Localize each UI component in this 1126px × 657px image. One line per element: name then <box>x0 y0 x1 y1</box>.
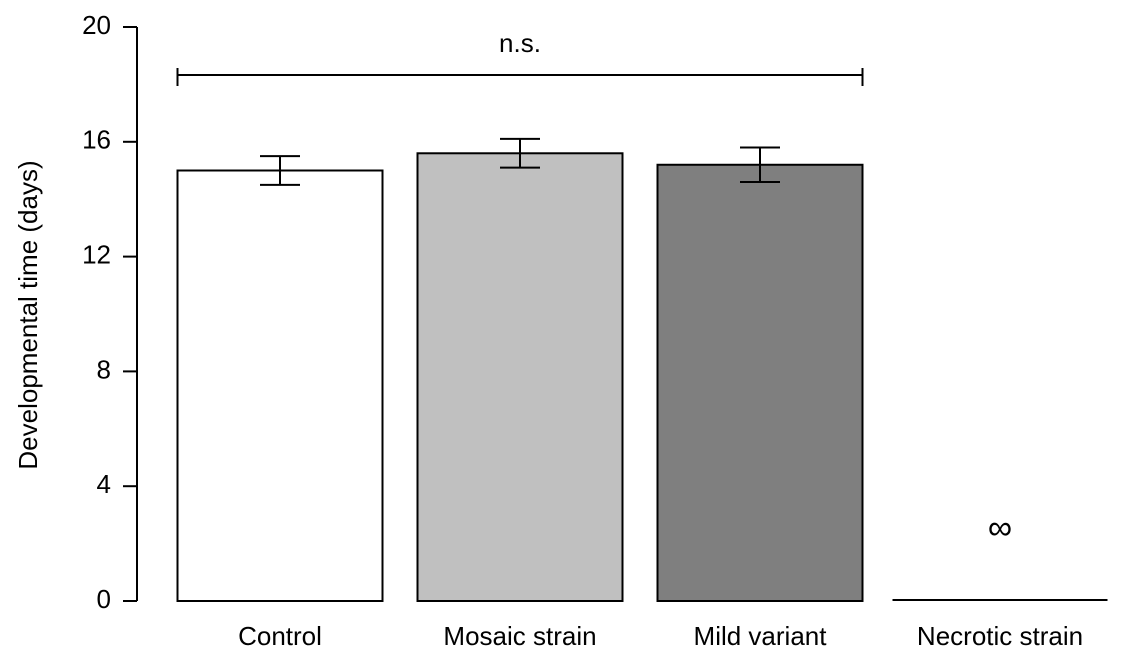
x-tick-label: Necrotic strain <box>917 621 1083 651</box>
x-tick-label: Control <box>238 621 322 651</box>
y-tick-label: 20 <box>82 10 111 40</box>
y-axis-label: Developmental time (days) <box>13 160 43 469</box>
bar <box>656 163 864 602</box>
x-tick-label: Mild variant <box>694 621 828 651</box>
y-tick-label: 12 <box>82 239 111 269</box>
error-bar <box>260 155 300 186</box>
y-tick-label: 8 <box>97 354 111 384</box>
y-tick-label: 0 <box>97 584 111 614</box>
significance-label: n.s. <box>499 28 541 58</box>
bar <box>416 152 624 602</box>
y-tick-label: 4 <box>97 469 111 499</box>
significance-bracket <box>176 68 864 86</box>
error-bar <box>740 146 780 183</box>
error-bar <box>500 137 540 169</box>
bar <box>176 169 384 602</box>
x-tick-label: Mosaic strain <box>443 621 596 651</box>
y-tick-label: 16 <box>82 125 111 155</box>
infinite-label: ∞ <box>988 509 1012 547</box>
